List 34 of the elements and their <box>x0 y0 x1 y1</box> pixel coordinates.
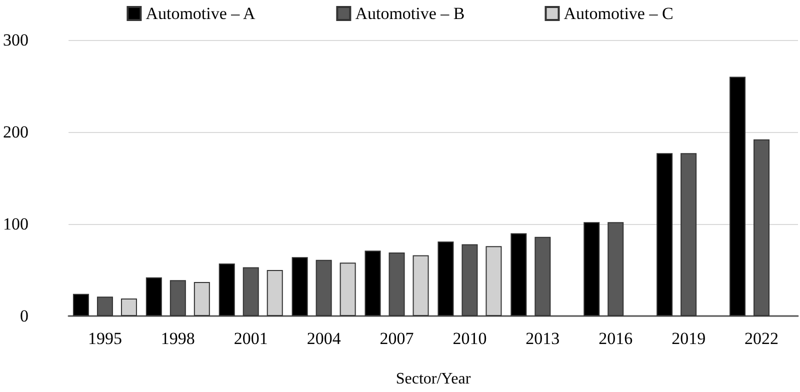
bar <box>364 250 381 316</box>
x-tick-label: 1995 <box>88 329 122 348</box>
y-tick-label: 300 <box>3 30 28 50</box>
bar <box>72 294 89 316</box>
x-tick-label: 2001 <box>234 329 268 348</box>
x-tick-label: 2004 <box>306 329 342 348</box>
bar <box>218 264 235 316</box>
x-tick-label: 2019 <box>672 329 706 348</box>
y-tick-label: 200 <box>3 122 28 142</box>
legend-label: Automotive – B <box>355 4 465 23</box>
y-tick-label: 0 <box>20 306 28 326</box>
legend-label: Automotive – C <box>564 4 674 23</box>
bar <box>120 298 137 316</box>
bar <box>292 257 308 316</box>
bar <box>146 277 162 316</box>
bar <box>486 246 502 316</box>
x-tick-label: 2010 <box>452 329 487 348</box>
x-tick-label: 2007 <box>380 329 414 348</box>
x-tick-label: 1998 <box>160 329 195 348</box>
bar <box>510 233 527 316</box>
bar <box>584 222 600 316</box>
x-tick-label: 2013 <box>526 329 560 348</box>
bar <box>438 241 454 316</box>
bar <box>412 255 429 316</box>
bar <box>656 153 673 316</box>
legend-label: Automotive – A <box>146 4 256 23</box>
x-axis-title: Sector/Year <box>396 370 472 388</box>
y-tick-label: 100 <box>3 214 28 234</box>
x-tick-label: 2022 <box>744 329 779 348</box>
bar <box>194 282 210 316</box>
bar <box>730 76 746 316</box>
bar <box>340 262 356 316</box>
x-tick-label: 2016 <box>598 329 633 348</box>
bar <box>266 270 283 316</box>
